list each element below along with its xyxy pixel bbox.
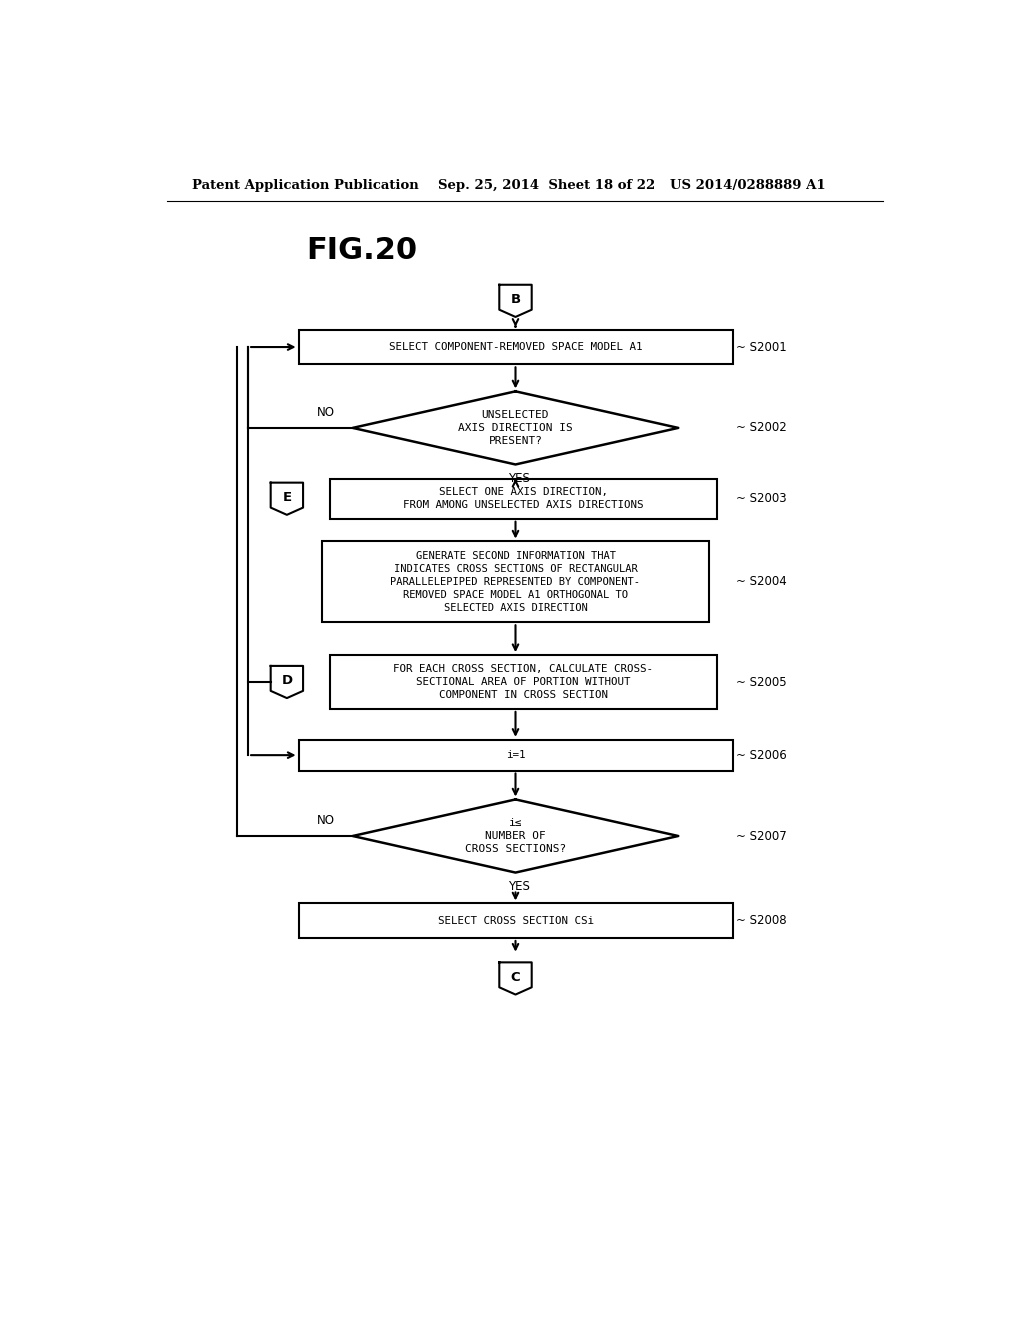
Polygon shape — [352, 800, 678, 873]
Bar — [330, 479, 717, 519]
Text: NO: NO — [316, 405, 335, 418]
Bar — [330, 655, 717, 709]
Text: US 2014/0288889 A1: US 2014/0288889 A1 — [671, 178, 826, 191]
Polygon shape — [270, 483, 303, 515]
Text: Sep. 25, 2014  Sheet 18 of 22: Sep. 25, 2014 Sheet 18 of 22 — [438, 178, 655, 191]
Text: D: D — [282, 675, 293, 688]
Text: ~ S2003: ~ S2003 — [736, 492, 787, 506]
Text: FIG.20: FIG.20 — [306, 236, 418, 265]
Text: ~ S2004: ~ S2004 — [736, 576, 787, 589]
Text: ~ S2006: ~ S2006 — [736, 748, 787, 762]
Text: ~ S2007: ~ S2007 — [736, 829, 787, 842]
Text: ~ S2001: ~ S2001 — [736, 341, 787, 354]
Bar — [299, 330, 732, 364]
Text: i≤
NUMBER OF
CROSS SECTIONS?: i≤ NUMBER OF CROSS SECTIONS? — [465, 818, 566, 854]
Text: SELECT COMPONENT-REMOVED SPACE MODEL A1: SELECT COMPONENT-REMOVED SPACE MODEL A1 — [389, 342, 642, 352]
Polygon shape — [500, 285, 531, 317]
Text: UNSELECTED
AXIS DIRECTION IS
PRESENT?: UNSELECTED AXIS DIRECTION IS PRESENT? — [458, 409, 572, 446]
Bar — [322, 541, 710, 622]
Bar — [299, 903, 732, 939]
Text: SELECT ONE AXIS DIRECTION,
FROM AMONG UNSELECTED AXIS DIRECTIONS: SELECT ONE AXIS DIRECTION, FROM AMONG UN… — [403, 487, 643, 511]
Text: GENERATE SECOND INFORMATION THAT
INDICATES CROSS SECTIONS OF RECTANGULAR
PARALLE: GENERATE SECOND INFORMATION THAT INDICAT… — [390, 550, 640, 614]
Polygon shape — [500, 962, 531, 994]
Text: E: E — [283, 491, 292, 504]
Bar — [299, 739, 732, 771]
Text: FOR EACH CROSS SECTION, CALCULATE CROSS-
SECTIONAL AREA OF PORTION WITHOUT
COMPO: FOR EACH CROSS SECTION, CALCULATE CROSS-… — [393, 664, 653, 700]
Text: Patent Application Publication: Patent Application Publication — [191, 178, 418, 191]
Text: ~ S2008: ~ S2008 — [736, 915, 787, 927]
Text: ~ S2005: ~ S2005 — [736, 676, 787, 689]
Text: SELECT CROSS SECTION CSi: SELECT CROSS SECTION CSi — [437, 916, 594, 925]
Text: C: C — [511, 970, 520, 983]
Text: ~ S2002: ~ S2002 — [736, 421, 787, 434]
Polygon shape — [352, 391, 678, 465]
Polygon shape — [270, 665, 303, 698]
Text: YES: YES — [509, 880, 530, 894]
Text: B: B — [510, 293, 520, 306]
Text: i=1: i=1 — [506, 750, 525, 760]
Text: NO: NO — [316, 813, 335, 826]
Text: YES: YES — [509, 473, 530, 486]
